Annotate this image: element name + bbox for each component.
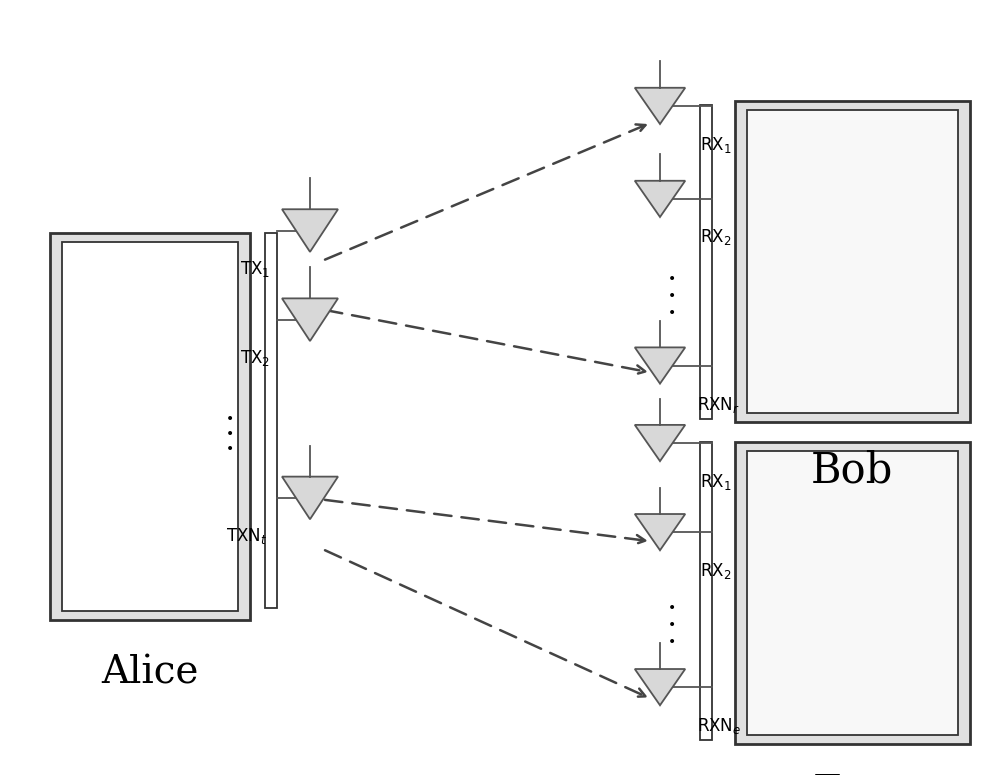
Text: RXN$_{r}$: RXN$_{r}$ (697, 394, 740, 415)
Text: •: • (668, 289, 676, 303)
Polygon shape (635, 425, 685, 461)
Text: •: • (668, 272, 676, 286)
Text: RX$_{2}$: RX$_{2}$ (700, 227, 731, 247)
Polygon shape (635, 181, 685, 217)
Bar (747, 110, 958, 413)
Polygon shape (635, 347, 685, 384)
Bar (747, 451, 958, 735)
Text: •: • (226, 412, 234, 425)
Bar (50, 232, 250, 620)
Polygon shape (282, 209, 338, 252)
Bar (700, 105, 712, 418)
Text: •: • (668, 636, 676, 649)
Polygon shape (635, 88, 685, 124)
Text: •: • (668, 306, 676, 320)
Text: Bob: Bob (811, 449, 893, 491)
Text: RX$_{2}$: RX$_{2}$ (700, 561, 731, 581)
Text: RX$_{1}$: RX$_{1}$ (700, 135, 731, 155)
Polygon shape (282, 298, 338, 341)
Text: RX$_{1}$: RX$_{1}$ (700, 472, 731, 492)
Text: •: • (226, 443, 234, 456)
Text: •: • (226, 427, 234, 441)
Polygon shape (635, 669, 685, 705)
Text: •: • (668, 601, 676, 615)
Bar (735, 442, 970, 744)
Text: TX$_{1}$: TX$_{1}$ (240, 259, 270, 279)
Text: TX$_{2}$: TX$_{2}$ (240, 348, 270, 368)
Bar (735, 101, 970, 422)
Bar (62, 242, 238, 611)
Text: Eve: Eve (813, 771, 891, 775)
Bar (265, 232, 277, 608)
Text: RXN$_{e}$: RXN$_{e}$ (697, 716, 741, 736)
Polygon shape (635, 514, 685, 550)
Text: Alice: Alice (101, 655, 199, 692)
Text: •: • (668, 618, 676, 632)
Polygon shape (282, 477, 338, 519)
Text: TXN$_{t}$: TXN$_{t}$ (226, 526, 267, 546)
Bar (700, 442, 712, 740)
